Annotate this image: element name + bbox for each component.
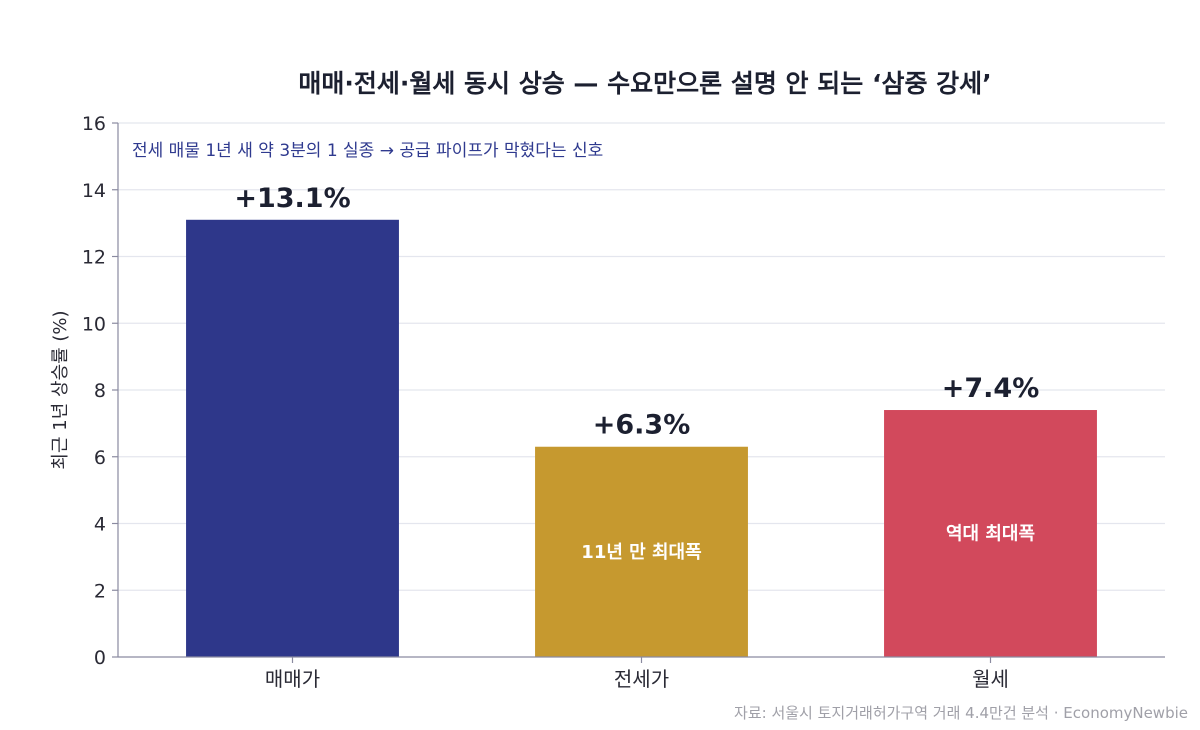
y-tick-label: 8 bbox=[94, 380, 106, 402]
bar bbox=[884, 410, 1097, 657]
x-tick-label: 매매가 bbox=[265, 667, 320, 691]
annotation-text: 전세 매물 1년 새 약 3분의 1 실종 → 공급 파이프가 막혔다는 신호 bbox=[132, 141, 603, 161]
value-label: +7.4% bbox=[942, 373, 1040, 404]
value-label: +13.1% bbox=[234, 183, 350, 214]
bar-note: 역대 최대폭 bbox=[946, 524, 1035, 545]
y-tick-label: 2 bbox=[94, 580, 106, 602]
y-tick-label: 12 bbox=[82, 247, 106, 269]
chart-title: 매매·전세·월세 동시 상승 — 수요만으론 설명 안 되는 ‘삼중 강세’ bbox=[298, 69, 991, 98]
bar bbox=[186, 219, 399, 657]
y-tick-label: 14 bbox=[82, 180, 106, 202]
value-label: +6.3% bbox=[593, 410, 691, 441]
bar bbox=[535, 446, 748, 657]
bars: +13.1% +6.3% 11년 만 최대폭 +7.4% 역대 최대폭 bbox=[186, 183, 1097, 657]
y-tick-label: 10 bbox=[82, 313, 106, 335]
y-tick-label: 4 bbox=[94, 514, 106, 536]
x-tick-labels: 매매가 전세가 월세 bbox=[265, 657, 1009, 691]
y-tick-labels: 0 2 4 6 8 10 12 14 16 bbox=[82, 113, 118, 669]
y-tick-label: 0 bbox=[94, 647, 106, 669]
y-tick-label: 6 bbox=[94, 447, 106, 469]
x-tick-label: 전세가 bbox=[614, 667, 669, 691]
y-tick-label: 16 bbox=[82, 113, 106, 135]
bar-note: 11년 만 최대폭 bbox=[581, 542, 701, 563]
source-note: 자료: 서울시 토지거래허가구역 거래 4.4만건 분석 · EconomyNe… bbox=[734, 704, 1188, 722]
y-axis-label: 최근 1년 상승률 (%) bbox=[50, 310, 71, 469]
x-tick-label: 월세 bbox=[972, 667, 1009, 691]
